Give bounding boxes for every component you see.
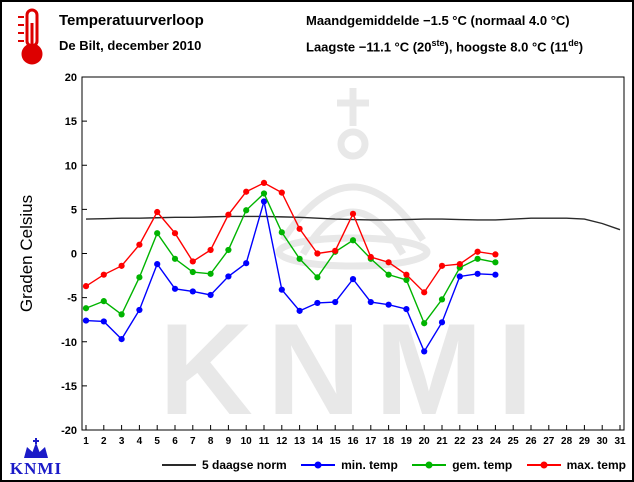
legend-item-max-temp: max. temp bbox=[526, 458, 626, 472]
x-tick-label: 12 bbox=[276, 436, 288, 447]
x-tick-label: 2 bbox=[101, 436, 107, 447]
x-tick-label: 19 bbox=[401, 436, 413, 447]
y-tick-label: 10 bbox=[65, 160, 77, 172]
x-tick-label: 29 bbox=[579, 436, 591, 447]
knmi-logo-text: KNMI bbox=[9, 459, 63, 478]
legend-swatch bbox=[526, 461, 561, 469]
y-tick-label: 15 bbox=[65, 116, 77, 128]
legend-swatch bbox=[301, 461, 336, 469]
x-tick-label: 16 bbox=[347, 436, 359, 447]
x-tick-label: 22 bbox=[454, 436, 466, 447]
x-tick-label: 6 bbox=[172, 436, 178, 447]
x-tick-label: 7 bbox=[190, 436, 196, 447]
y-tick-label: 5 bbox=[71, 204, 77, 216]
y-tick-label: -20 bbox=[61, 425, 77, 437]
x-tick-label: 1 bbox=[83, 436, 89, 447]
y-tick-label: -10 bbox=[61, 337, 77, 349]
x-tick-label: 9 bbox=[226, 436, 232, 447]
x-tick-label: 24 bbox=[490, 436, 502, 447]
svg-text:KNMI: KNMI bbox=[159, 296, 547, 442]
x-tick-label: 28 bbox=[561, 436, 573, 447]
legend-swatch bbox=[412, 461, 447, 469]
legend-label: min. temp bbox=[341, 458, 398, 472]
x-tick-label: 5 bbox=[154, 436, 160, 447]
x-tick-label: 3 bbox=[119, 436, 125, 447]
y-tick-label: -15 bbox=[61, 381, 77, 393]
x-tick-label: 31 bbox=[614, 436, 626, 447]
knmi-watermark: KNMI bbox=[159, 88, 547, 442]
series-max-temp bbox=[82, 179, 499, 296]
page-title: Temperatuurverloop bbox=[59, 12, 204, 29]
x-tick-label: 30 bbox=[597, 436, 609, 447]
stat-extremes-part3: ) bbox=[578, 39, 584, 55]
x-tick-label: 18 bbox=[383, 436, 395, 447]
series-min-temp bbox=[82, 198, 499, 355]
stat-extremes-sup1: ste bbox=[431, 38, 445, 48]
x-tick-label: 14 bbox=[312, 436, 324, 447]
x-tick-label: 27 bbox=[543, 436, 555, 447]
x-tick-label: 23 bbox=[472, 436, 484, 447]
knmi-logo: KNMI bbox=[8, 438, 64, 479]
legend: 5 daagse norm min. temp gem. temp max. temp bbox=[162, 458, 626, 472]
x-tick-label: 8 bbox=[208, 436, 214, 447]
y-tick-label: 20 bbox=[65, 72, 77, 84]
series-gem-temp bbox=[82, 190, 499, 327]
x-tick-label: 25 bbox=[508, 436, 520, 447]
y-tick-label: -5 bbox=[67, 293, 77, 305]
stat-extremes-part1: Laagste −11.1 °C (20 bbox=[306, 39, 432, 55]
y-axis-label: Graden Celsius bbox=[17, 195, 36, 312]
x-tick-label: 11 bbox=[259, 436, 270, 447]
x-tick-label: 21 bbox=[436, 436, 448, 447]
x-tick-label: 4 bbox=[137, 436, 143, 447]
chart-subtitle: De Bilt, december 2010 bbox=[59, 38, 202, 53]
y-tick-label: 0 bbox=[71, 249, 77, 261]
x-tick-label: 26 bbox=[525, 436, 537, 447]
legend-label: max. temp bbox=[566, 458, 626, 472]
x-tick-label: 13 bbox=[294, 436, 306, 447]
thermometer-icon bbox=[10, 7, 54, 67]
x-tick-label: 15 bbox=[330, 436, 342, 447]
x-tick-label: 17 bbox=[365, 436, 377, 447]
legend-label: gem. temp bbox=[452, 458, 513, 472]
legend-item-min-temp: min. temp bbox=[301, 458, 398, 472]
knmi-crown-icon bbox=[24, 438, 48, 458]
x-tick-label: 10 bbox=[241, 436, 253, 447]
legend-label: 5 daagse norm bbox=[202, 458, 287, 472]
stat-extremes: Laagste −11.1 °C (20ste), hoogste 8.0 °C… bbox=[306, 38, 583, 54]
stat-extremes-part2: ), hoogste 8.0 °C (11 bbox=[444, 39, 569, 55]
legend-item-5-daagse-norm: 5 daagse norm bbox=[162, 458, 287, 472]
legend-item-gem-temp: gem. temp bbox=[412, 458, 512, 472]
stat-extremes-sup2: de bbox=[568, 38, 579, 48]
stat-month-mean: Maandgemiddelde −1.5 °C (normaal 4.0 °C) bbox=[306, 13, 570, 28]
x-tick-label: 20 bbox=[419, 436, 431, 447]
series-5-daagse-norm bbox=[85, 215, 621, 231]
legend-swatch bbox=[162, 464, 196, 466]
